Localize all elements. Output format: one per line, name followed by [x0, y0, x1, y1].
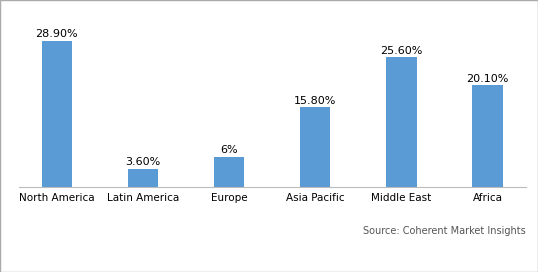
- Bar: [386, 57, 416, 187]
- Text: 6%: 6%: [221, 145, 238, 155]
- Text: 25.60%: 25.60%: [380, 46, 423, 56]
- Bar: [128, 169, 158, 187]
- Text: Source: Coherent Market Insights: Source: Coherent Market Insights: [363, 226, 526, 236]
- Text: 28.90%: 28.90%: [36, 29, 78, 39]
- Bar: [214, 157, 244, 187]
- Bar: [42, 41, 72, 187]
- Bar: [300, 107, 330, 187]
- Bar: [472, 85, 502, 187]
- Text: 15.80%: 15.80%: [294, 95, 336, 106]
- Text: 3.60%: 3.60%: [125, 157, 161, 168]
- Text: 20.10%: 20.10%: [466, 74, 509, 84]
